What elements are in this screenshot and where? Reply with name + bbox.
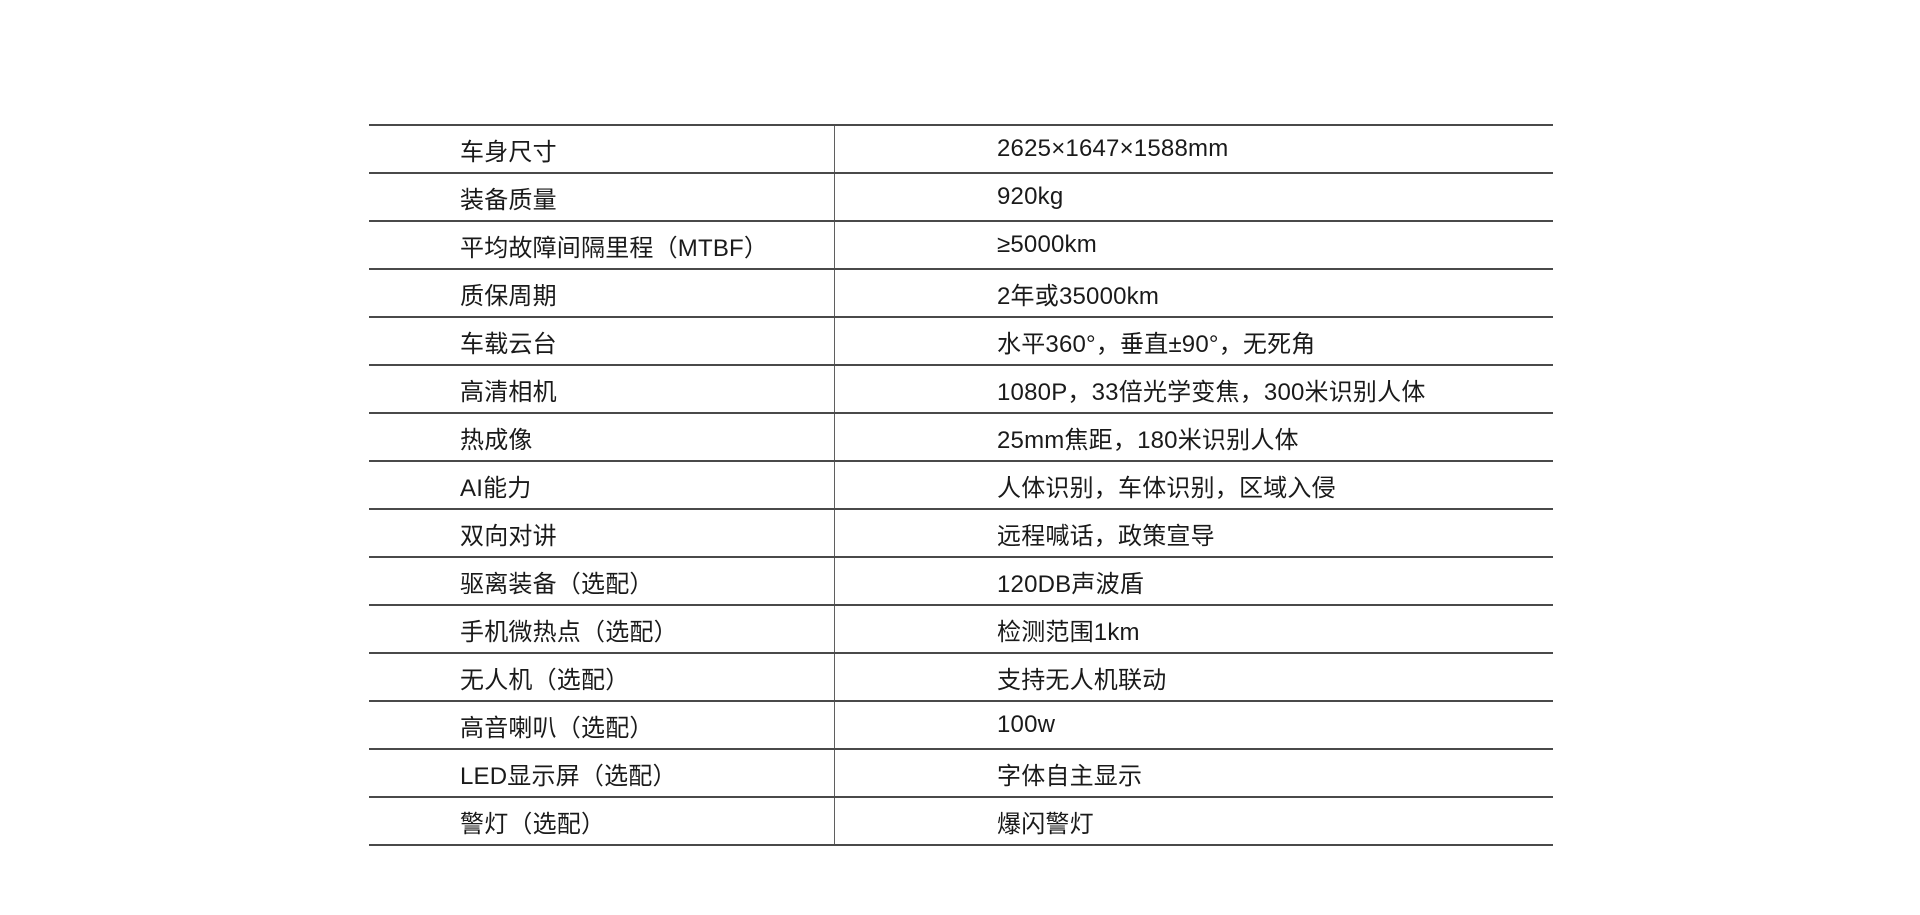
spec-label: 双向对讲 (460, 522, 557, 550)
table-row: 装备质量 920kg (369, 174, 1553, 222)
table-row: 热成像 25mm焦距，180米识别人体 (369, 414, 1553, 462)
table-row: 警灯（选配） 爆闪警灯 (369, 798, 1553, 846)
spec-value: 远程喊话，政策宣导 (834, 510, 1553, 556)
table-row: 车载云台 水平360°，垂直±90°，无死角 (369, 318, 1553, 366)
spec-label: 高音喇叭（选配） (460, 714, 654, 742)
spec-value: 120DB声波盾 (834, 558, 1553, 604)
spec-value: 100w (834, 702, 1553, 748)
table-row: 驱离装备（选配） 120DB声波盾 (369, 558, 1553, 606)
spec-value: 爆闪警灯 (834, 798, 1553, 844)
spec-label: 手机微热点（选配） (460, 618, 678, 646)
spec-value: 1080P，33倍光学变焦，300米识别人体 (834, 366, 1553, 412)
spec-value: 25mm焦距，180米识别人体 (834, 414, 1553, 460)
table-row: 平均故障间隔里程（MTBF） ≥5000km (369, 222, 1553, 270)
spec-label: 车身尺寸 (460, 138, 557, 166)
spec-label: 装备质量 (460, 186, 557, 214)
spec-label: 平均故障间隔里程（MTBF） (460, 234, 769, 262)
table-row: 手机微热点（选配） 检测范围1km (369, 606, 1553, 654)
spec-value: 检测范围1km (834, 606, 1553, 652)
table-row: 车身尺寸 2625×1647×1588mm (369, 126, 1553, 174)
spec-value: 人体识别，车体识别，区域入侵 (834, 462, 1553, 508)
table-row: 双向对讲 远程喊话，政策宣导 (369, 510, 1553, 558)
spec-value: 2625×1647×1588mm (834, 126, 1553, 172)
spec-label: 高清相机 (460, 378, 557, 406)
spec-value: 2年或35000km (834, 270, 1553, 316)
table-row: 质保周期 2年或35000km (369, 270, 1553, 318)
spec-value: ≥5000km (834, 222, 1553, 268)
spec-label: 警灯（选配） (460, 810, 606, 838)
spec-table: 车身尺寸 2625×1647×1588mm 装备质量 920kg 平均故障间隔里… (369, 124, 1553, 846)
spec-label: 驱离装备（选配） (460, 570, 654, 598)
table-row: 无人机（选配） 支持无人机联动 (369, 654, 1553, 702)
table-row: 高音喇叭（选配） 100w (369, 702, 1553, 750)
spec-label: 质保周期 (460, 282, 557, 310)
spec-label: 车载云台 (460, 330, 557, 358)
table-row: AI能力 人体识别，车体识别，区域入侵 (369, 462, 1553, 510)
spec-value: 支持无人机联动 (834, 654, 1553, 700)
table-row: LED显示屏（选配） 字体自主显示 (369, 750, 1553, 798)
spec-value: 水平360°，垂直±90°，无死角 (834, 318, 1553, 364)
table-row: 高清相机 1080P，33倍光学变焦，300米识别人体 (369, 366, 1553, 414)
spec-label: AI能力 (460, 474, 532, 502)
spec-value: 字体自主显示 (834, 750, 1553, 796)
spec-label: LED显示屏（选配） (460, 762, 677, 790)
spec-value: 920kg (834, 174, 1553, 220)
spec-label: 无人机（选配） (460, 666, 630, 694)
spec-label: 热成像 (460, 426, 533, 454)
